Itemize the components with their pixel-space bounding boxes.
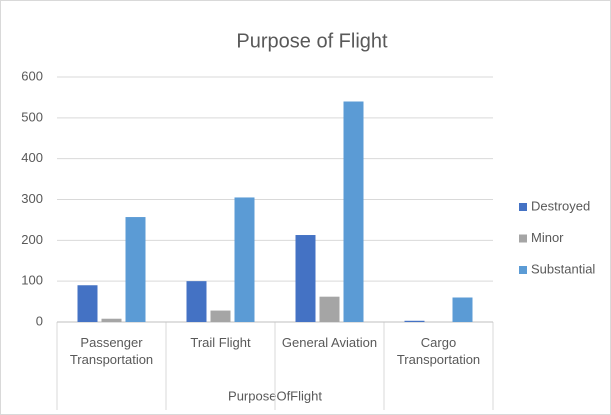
- y-tick-label: 300: [21, 191, 43, 206]
- y-tick-label: 0: [36, 313, 43, 328]
- bar: [77, 285, 98, 322]
- x-tick-label-box: Trail Flight: [190, 335, 251, 350]
- x-tick-label: General Aviation: [281, 335, 378, 350]
- legend-label: Destroyed: [531, 198, 590, 213]
- bar: [234, 197, 255, 322]
- legend-label: Substantial: [531, 261, 595, 276]
- bar: [186, 281, 207, 322]
- legend-label: Minor: [531, 230, 564, 245]
- x-tick-label: Cargo Transportation: [396, 335, 481, 367]
- bar: [404, 320, 425, 322]
- bar: [210, 310, 231, 322]
- legend-swatch: [519, 234, 527, 243]
- bar: [319, 296, 340, 322]
- legend-swatch: [519, 203, 527, 211]
- bar: [295, 235, 316, 322]
- legend-swatch: [519, 266, 527, 274]
- y-tick-label: 400: [21, 150, 43, 165]
- bar: [125, 217, 146, 322]
- chart-title: Purpose of Flight: [236, 30, 388, 52]
- y-tick-label: 600: [21, 68, 43, 83]
- x-tick-label-box: Passenger Transportation: [69, 335, 154, 367]
- y-tick-label: 100: [21, 273, 43, 288]
- bar: [101, 318, 122, 322]
- x-tick-label-box: Cargo Transportation: [396, 335, 481, 367]
- x-tick-label-box: General Aviation: [281, 335, 378, 350]
- x-tick-label: Trail Flight: [190, 335, 251, 350]
- bar: [452, 297, 473, 322]
- bar: [343, 101, 364, 322]
- y-tick-label: 500: [21, 109, 43, 124]
- x-tick-label: Passenger Transportation: [69, 335, 154, 367]
- y-tick-label: 200: [21, 232, 43, 247]
